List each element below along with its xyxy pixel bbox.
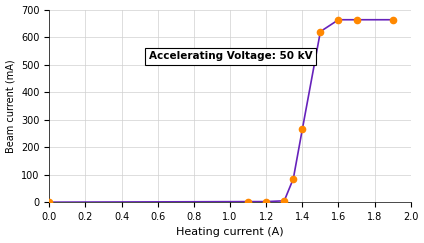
Y-axis label: Beam current (mA): Beam current (mA) — [6, 59, 16, 153]
Text: Accelerating Voltage: 50 kV: Accelerating Voltage: 50 kV — [149, 51, 312, 61]
X-axis label: Heating current (A): Heating current (A) — [176, 227, 284, 237]
